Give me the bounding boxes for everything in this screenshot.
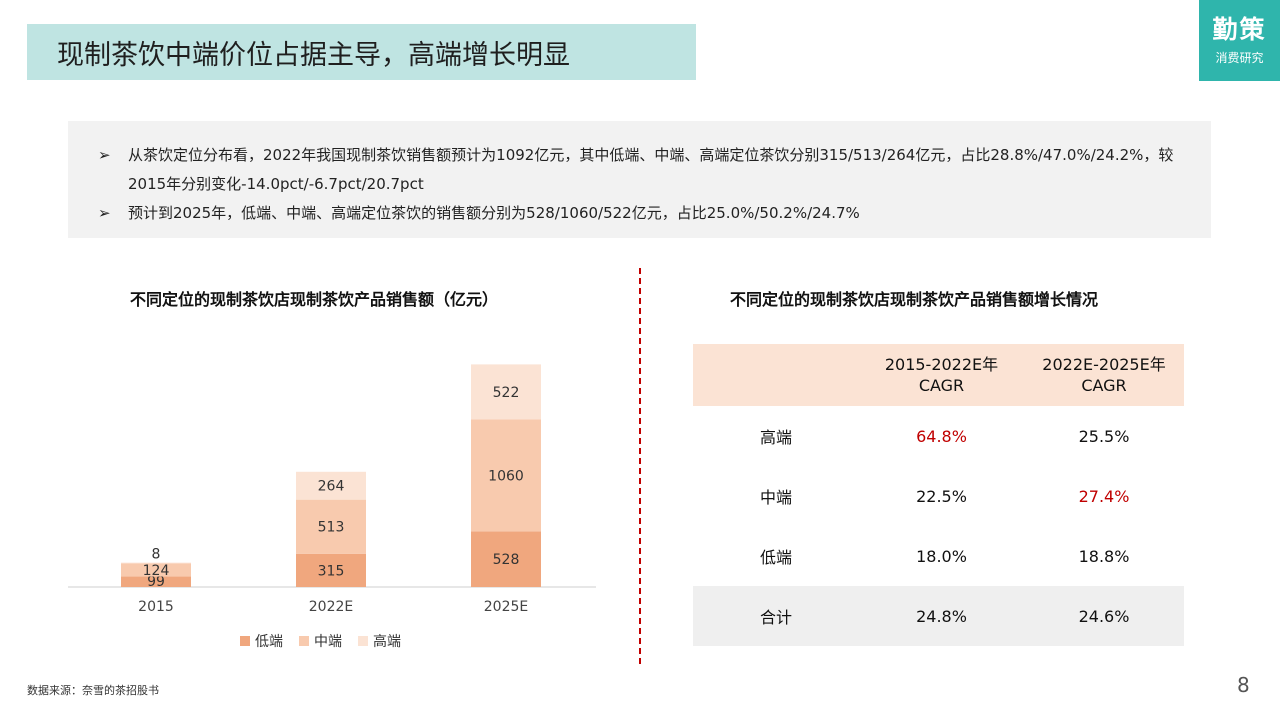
cagr-2015-2022: 18.0% (916, 546, 967, 566)
data-label: 264 (318, 479, 345, 495)
summary-bullet-text: 从茶饮定位分布看，2022年我国现制茶饮销售额预计为1092亿元，其中低端、中端… (128, 146, 1174, 193)
chart-title: 不同定位的现制茶饮店现制茶饮产品销售额（亿元） (130, 290, 499, 309)
data-label: 315 (318, 563, 345, 579)
data-label: 8 (152, 547, 161, 563)
data-label: 124 (143, 563, 170, 579)
cagr-2015-2022: 24.8% (859, 586, 1024, 646)
legend-item: 高端 (358, 631, 401, 651)
table-row-total: 合计 24.8% 24.6% (693, 586, 1184, 646)
bar-segment (121, 576, 191, 587)
logo-text-sub: 消费研究 (1215, 51, 1264, 65)
legend-swatch (299, 636, 309, 646)
table-row: 高端 64.8% 25.5% (693, 406, 1184, 466)
summary-bullet-text: 预计到2025年，低端、中端、高端定位茶饮的销售额分别为528/1060/522… (128, 204, 860, 222)
summary-bullet: ➢ 从茶饮定位分布看，2022年我国现制茶饮销售额预计为1092亿元，其中低端、… (98, 141, 1191, 199)
legend-item: 中端 (299, 631, 342, 651)
data-label: 522 (493, 385, 520, 401)
bar-segment (471, 531, 541, 587)
x-tick-label: 2025E (484, 599, 528, 615)
data-label: 528 (493, 552, 520, 568)
title-bar: 现制茶饮中端价位占据主导，高端增长明显 (27, 24, 696, 80)
logo-text-main: 勤策 (1212, 15, 1267, 44)
cagr-table: 2015-2022E年 CAGR 2022E-2025E年 CAGR 高端 64… (693, 344, 1184, 646)
x-tick-label: 2015 (138, 599, 174, 615)
table-header-cell: 2022E-2025E年 CAGR (1024, 344, 1184, 406)
row-label: 低端 (759, 548, 792, 567)
table-header-cell: 2015-2022E年 CAGR (859, 344, 1024, 406)
table-row: 低端 18.0% 18.8% (693, 526, 1184, 586)
chart-legend: 低端 中端 高端 (240, 631, 401, 651)
cagr-2022-2025: 18.8% (1078, 546, 1130, 566)
summary-box: ➢ 从茶饮定位分布看，2022年我国现制茶饮销售额预计为1092亿元，其中低端、… (68, 121, 1211, 238)
table-row: 中端 22.5% 27.4% (693, 466, 1184, 526)
data-label: 99 (147, 574, 165, 590)
row-label: 高端 (759, 428, 792, 447)
cagr-2022-2025: 25.5% (1078, 426, 1130, 446)
arrow-bullet-icon: ➢ (98, 146, 111, 164)
bar-segment (121, 563, 191, 577)
row-label: 合计 (693, 586, 859, 646)
table-header-cell (693, 344, 859, 406)
legend-item: 低端 (240, 631, 283, 651)
bar-segment (296, 471, 366, 500)
cagr-2015-2022: 64.8% (916, 426, 967, 446)
data-source: 数据来源：奈雪的茶招股书 (27, 684, 159, 697)
page-number: 8 (1237, 673, 1250, 697)
bar-segment (471, 419, 541, 532)
x-tick-label: 2022E (309, 599, 353, 615)
summary-bullet: ➢ 预计到2025年，低端、中端、高端定位茶饮的销售额分别为528/1060/5… (98, 199, 1191, 228)
table-header-row: 2015-2022E年 CAGR 2022E-2025E年 CAGR (693, 344, 1184, 406)
section-divider (639, 268, 641, 664)
bar-segment (471, 364, 541, 420)
table-title: 不同定位的现制茶饮店现制茶饮产品销售额增长情况 (730, 290, 1099, 309)
cagr-2022-2025: 24.6% (1024, 586, 1184, 646)
cagr-2022-2025: 27.4% (1078, 486, 1130, 506)
data-label: 1060 (488, 468, 524, 484)
cagr-2015-2022: 22.5% (916, 486, 967, 506)
legend-label: 低端 (255, 634, 283, 650)
legend-label: 高端 (373, 634, 401, 650)
legend-label: 中端 (314, 634, 342, 650)
legend-swatch (240, 636, 250, 646)
page-title: 现制茶饮中端价位占据主导，高端增长明显 (57, 39, 570, 71)
brand-logo: 勤策 消费研究 (1199, 0, 1280, 81)
row-label: 中端 (759, 488, 792, 507)
bar-segment (296, 553, 366, 587)
legend-swatch (358, 636, 368, 646)
bar-segment (296, 499, 366, 554)
bar-segment (121, 562, 191, 564)
arrow-bullet-icon: ➢ (98, 204, 111, 222)
data-label: 513 (318, 520, 345, 536)
